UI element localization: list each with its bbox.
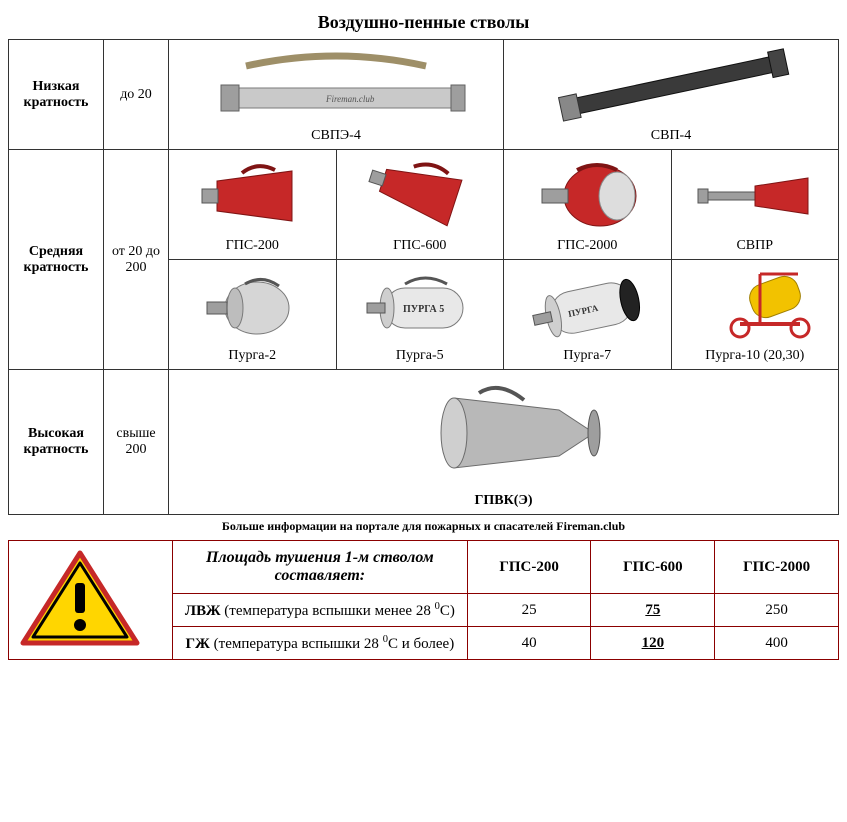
page-title: Воздушно-пенные стволы <box>8 12 839 33</box>
range-high: свыше 200 <box>104 370 169 515</box>
svg-text:Fireman.club: Fireman.club <box>325 94 375 104</box>
lvzh-rest: (температура вспышки менее 28 <box>221 603 435 619</box>
product-gps200: ГПС-200 <box>169 150 337 260</box>
warning-icon <box>15 545 145 655</box>
gzh-rest: (температура вспышки 28 <box>210 636 383 652</box>
product-purga10: Пурга-10 (20,30) <box>671 260 839 370</box>
area-row-1-val-2: 400 <box>715 627 839 660</box>
label-gps200: ГПС-200 <box>171 238 334 253</box>
purga7-icon: ПУРГА <box>522 266 652 346</box>
purga10-icon <box>690 266 820 346</box>
svpe4-icon: Fireman.club <box>206 48 466 123</box>
label-gps2000: ГПС-2000 <box>506 238 669 253</box>
label-gps600: ГПС-600 <box>339 238 502 253</box>
product-gps600: ГПС-600 <box>336 150 504 260</box>
footnote: Больше информации на портале для пожарны… <box>8 519 839 534</box>
category-medium: Средняя кратность <box>9 150 104 370</box>
purga2-icon <box>187 266 317 346</box>
area-row-1-label: ГЖ (температура вспышки 28 0С и более) <box>172 627 467 660</box>
gpvk-icon <box>394 378 614 488</box>
product-purga2: Пурга-2 <box>169 260 337 370</box>
label-purga2: Пурга-2 <box>171 348 334 363</box>
range-low: до 20 <box>104 40 169 150</box>
label-svp4: СВП-4 <box>506 128 836 143</box>
category-high: Высокая кратность <box>9 370 104 515</box>
area-header-left: Площадь тушения 1-м стволом составляет: <box>172 541 467 594</box>
area-row-1-val-1: 120 <box>591 627 715 660</box>
label-purga5: Пурга-5 <box>339 348 502 363</box>
svg-text:ПУРГА 5: ПУРГА 5 <box>403 304 444 315</box>
svp4-icon <box>541 48 801 123</box>
label-purga10: Пурга-10 (20,30) <box>674 348 837 363</box>
label-purga7: Пурга-7 <box>506 348 669 363</box>
product-purga5: ПУРГА 5 Пурга-5 <box>336 260 504 370</box>
range-medium: от 20 до 200 <box>104 150 169 370</box>
label-svpe4: СВПЭ-4 <box>171 128 501 143</box>
label-svpr: СВПР <box>674 238 837 253</box>
product-svpr: СВПР <box>671 150 839 260</box>
area-row-0-val-2: 250 <box>715 594 839 627</box>
product-svp4: СВП-4 <box>504 40 839 150</box>
product-purga7: ПУРГА Пурга-7 <box>504 260 672 370</box>
svpr-icon <box>690 156 820 236</box>
gps600-icon <box>355 156 485 236</box>
lvzh-bold: ЛВЖ <box>185 603 221 619</box>
product-gps2000: ГПС-2000 <box>504 150 672 260</box>
area-table: Площадь тушения 1-м стволом составляет: … <box>8 540 839 660</box>
area-row-1-val-0: 40 <box>467 627 591 660</box>
gps200-icon <box>187 156 317 236</box>
products-table: Низкая кратность до 20 Fireman.club СВПЭ… <box>8 39 839 515</box>
area-col-2: ГПС-2000 <box>715 541 839 594</box>
gps2000-icon <box>522 156 652 236</box>
area-col-1: ГПС-600 <box>591 541 715 594</box>
area-row-0-val-1: 75 <box>591 594 715 627</box>
warning-cell <box>9 541 173 660</box>
area-row-0-val-0: 25 <box>467 594 591 627</box>
product-svpe4: Fireman.club СВПЭ-4 <box>169 40 504 150</box>
label-gpvk: ГПВК(Э) <box>171 493 836 508</box>
area-col-0: ГПС-200 <box>467 541 591 594</box>
purga5-icon: ПУРГА 5 <box>355 266 485 346</box>
category-low: Низкая кратность <box>9 40 104 150</box>
gzh-bold: ГЖ <box>186 636 210 652</box>
product-gpvk: ГПВК(Э) <box>169 370 839 515</box>
area-row-0-label: ЛВЖ (температура вспышки менее 28 0С) <box>172 594 467 627</box>
